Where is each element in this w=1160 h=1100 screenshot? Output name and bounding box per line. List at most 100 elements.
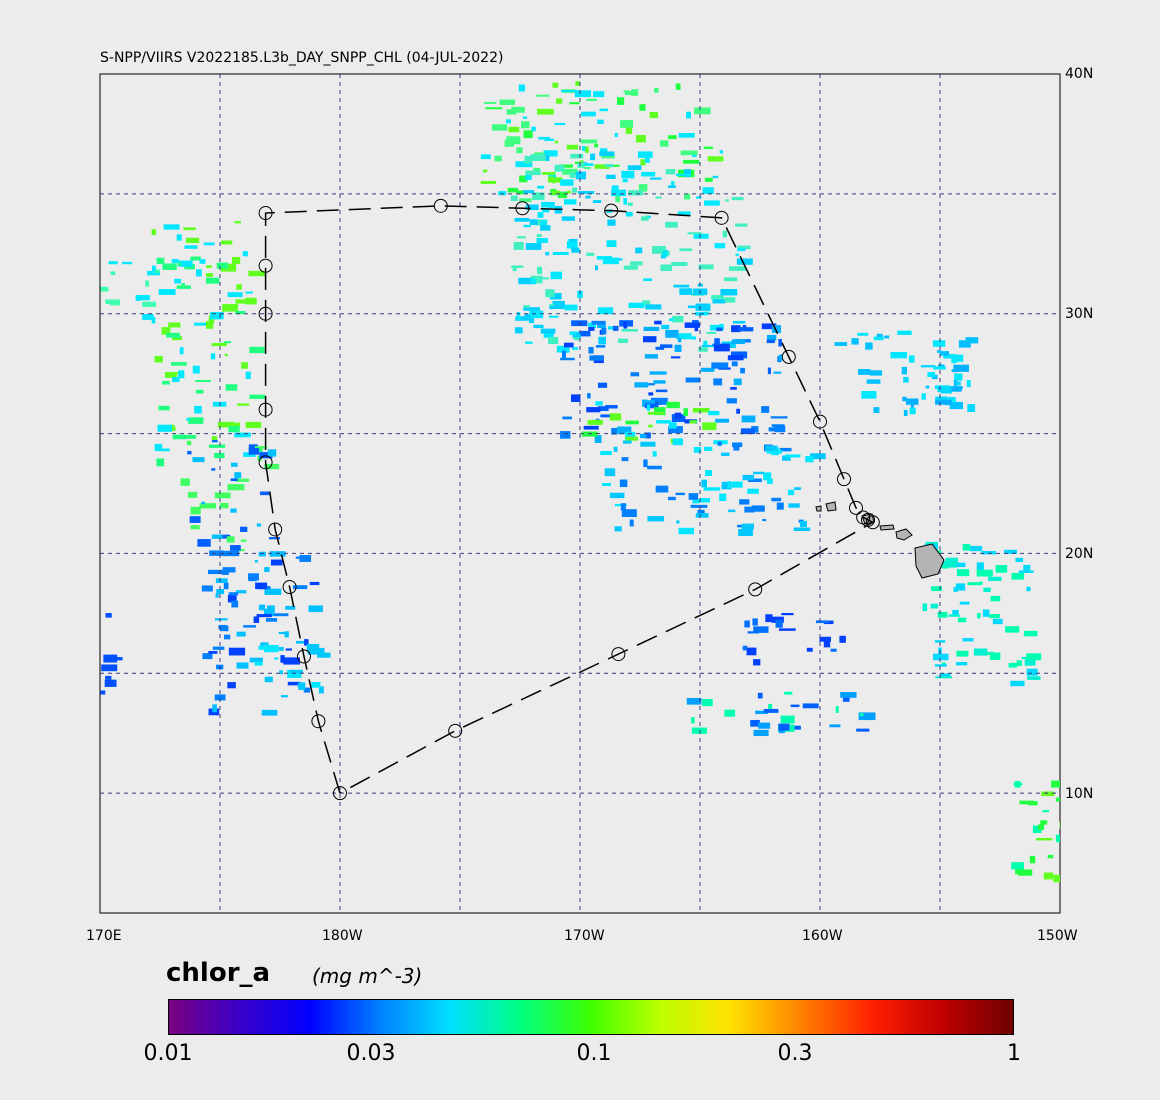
chlorophyll-pixel <box>873 407 880 413</box>
chlorophyll-pixel <box>208 569 223 575</box>
chlorophyll-pixel <box>701 479 707 488</box>
chlorophyll-pixel <box>595 345 606 348</box>
chlorophyll-pixel <box>720 288 738 296</box>
chlorophyll-pixel <box>151 317 156 324</box>
chlorophyll-pixel <box>692 154 697 157</box>
chlorophyll-pixel <box>540 225 551 231</box>
chlorophyll-pixel <box>161 327 171 335</box>
chlorophyll-pixel <box>1041 791 1055 797</box>
chlorophyll-pixel <box>234 221 241 224</box>
chlorophyll-pixel <box>185 434 197 439</box>
chlorophyll-pixel <box>695 196 702 199</box>
chlorophyll-pixel <box>668 422 677 429</box>
chlorophyll-pixel <box>678 527 694 535</box>
chlorophyll-pixel <box>201 585 213 592</box>
chlorophyll-pixel <box>249 346 265 354</box>
chlorophyll-pixel <box>948 396 956 403</box>
chlorophyll-pixel <box>263 608 274 617</box>
chlorophyll-pixel <box>943 354 957 359</box>
colorbar-tick-0: 0.01 <box>143 1041 193 1066</box>
chlorophyll-pixel <box>172 376 180 382</box>
chlorophyll-pixel <box>592 200 602 204</box>
chlorophyll-pixel <box>649 112 659 119</box>
chlorophyll-pixel <box>516 236 527 239</box>
chlorophyll-pixel <box>521 121 530 129</box>
chlorophyll-pixel <box>979 581 983 585</box>
chlorophyll-pixel <box>933 366 946 370</box>
chlorophyll-pixel <box>280 655 285 663</box>
chlorophyll-pixel <box>905 398 919 405</box>
chlorophyll-pixel <box>936 350 942 353</box>
chlorophyll-pixel <box>536 234 542 238</box>
chlorophyll-pixel <box>187 491 198 498</box>
chlorophyll-pixel <box>221 572 229 575</box>
chlorophyll-pixel <box>606 174 616 179</box>
chlorophyll-pixel <box>668 185 676 188</box>
chlorophyll-pixel <box>563 342 574 348</box>
chlorophyll-pixel <box>954 373 963 381</box>
chlorophyll-pixel <box>706 331 717 334</box>
chlorophyll-pixel <box>491 124 508 131</box>
chlorophyll-pixel <box>530 154 546 161</box>
chlorophyll-pixel <box>641 171 656 177</box>
chlorophyll-pixel <box>638 184 648 192</box>
chlorophyll-pixel <box>542 155 550 162</box>
chlorophyll-pixel <box>1018 570 1034 573</box>
chlorophyll-pixel <box>954 562 966 568</box>
chlorophyll-pixel <box>579 160 584 165</box>
chlorophyll-pixel <box>195 389 204 394</box>
chlorophyll-pixel <box>763 472 772 481</box>
chlorophyll-pixel <box>1016 660 1022 666</box>
chlorophyll-pixel <box>499 99 516 105</box>
chlorophyll-pixel <box>103 654 118 663</box>
chlorophyll-pixel <box>1055 834 1060 843</box>
chlorophyll-pixel <box>511 106 525 113</box>
chlorophyll-pixel <box>595 401 603 406</box>
chlorophyll-pixel <box>569 102 580 105</box>
chlorophyll-pixel <box>781 613 794 616</box>
chlorophyll-pixel <box>689 420 696 424</box>
chlorophyll-pixel <box>711 362 729 369</box>
chlorophyll-pixel <box>1004 549 1017 554</box>
chlorophyll-pixel <box>580 330 591 337</box>
chlorophyll-pixel <box>536 94 550 97</box>
chlorophyll-pixel <box>261 709 278 716</box>
chlorophyll-pixel <box>656 420 671 424</box>
chlorophyll-pixel <box>677 337 682 343</box>
chlorophyll-pixel <box>136 294 150 301</box>
chlorophyll-pixel <box>237 403 250 406</box>
chlorophyll-pixel <box>585 195 591 199</box>
chlorophyll-pixel <box>940 673 951 677</box>
chlorophyll-pixel <box>588 347 594 354</box>
chlorophyll-pixel <box>1042 810 1050 813</box>
chlorophyll-pixel <box>643 459 648 468</box>
chlorophyll-pixel <box>212 646 225 650</box>
chlorophyll-pixel <box>992 618 1003 625</box>
chlorophyll-pixel <box>211 440 218 443</box>
chlorophyll-pixel <box>192 457 205 463</box>
chlorophyll-pixel <box>589 355 604 361</box>
chlorophyll-pixel <box>105 613 112 618</box>
chlorophyll-pixel <box>109 302 120 306</box>
chlorophyll-pixel <box>650 177 662 180</box>
chlorophyll-pixel <box>209 550 224 556</box>
chlorophyll-pixel <box>953 586 958 592</box>
chlorophyll-pixel <box>982 609 990 617</box>
chlorophyll-pixel <box>278 631 288 635</box>
chlorophyll-pixel <box>627 165 642 171</box>
chlorophyll-pixel <box>540 328 556 334</box>
map-title: S-NPP/VIIRS V2022185.L3b_DAY_SNPP_CHL (0… <box>100 50 504 66</box>
chlorophyll-pixel <box>185 237 200 244</box>
chlorophyll-pixel <box>285 648 292 651</box>
chlorophyll-pixel <box>1024 659 1036 666</box>
chlorophyll-pixel <box>684 322 700 328</box>
chlorophyll-pixel <box>600 148 608 152</box>
chlorophyll-pixel <box>540 220 547 227</box>
chlorophyll-pixel <box>256 614 272 618</box>
chlorophyll-pixel <box>1011 572 1025 580</box>
chlorophyll-pixel <box>654 88 659 93</box>
chlorophyll-pixel <box>228 426 240 433</box>
chlorophyll-pixel <box>537 108 554 115</box>
chlorophyll-pixel <box>236 284 242 290</box>
chlorophyll-pixel <box>737 248 746 252</box>
